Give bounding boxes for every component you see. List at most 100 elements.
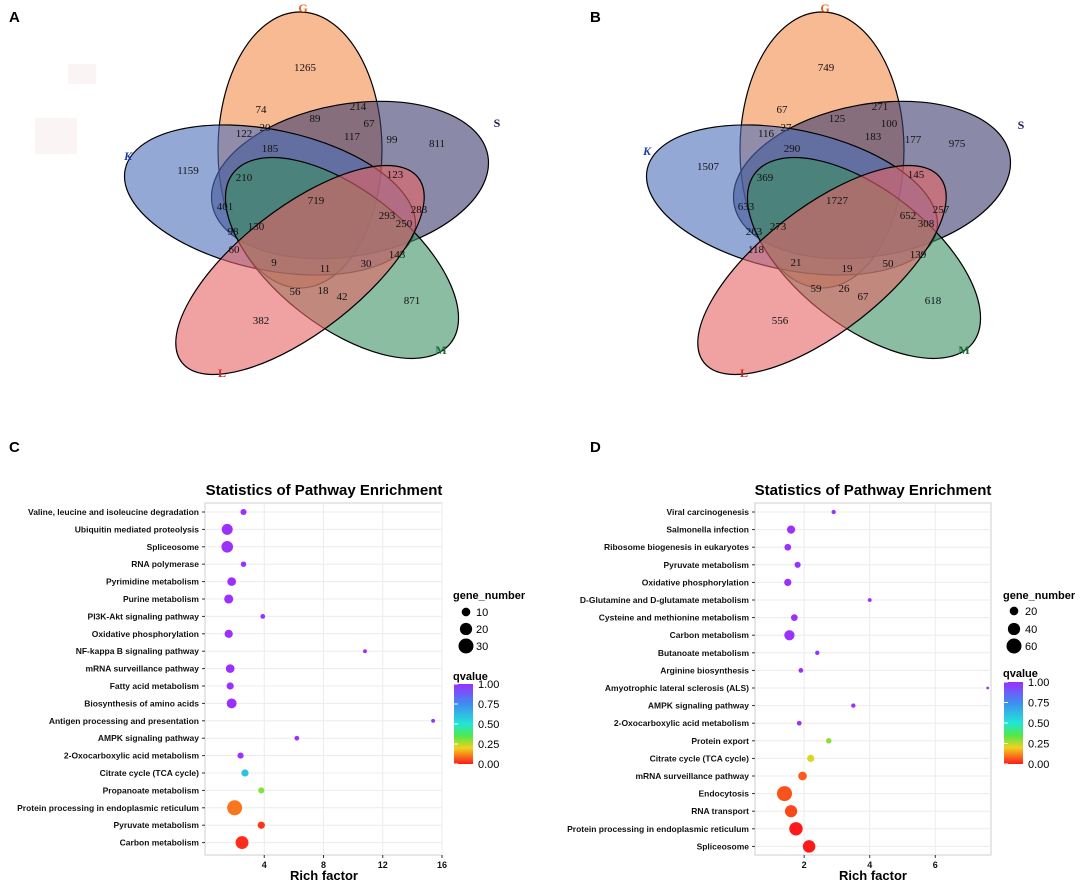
venn-a-blemish [35,118,77,154]
venn-a-label-g: G [298,1,307,15]
venn-b-count: 100 [881,118,898,130]
data-point [227,800,243,816]
venn-a-blemish [68,64,96,84]
y-tick-label: Carbon metabolism [670,630,750,640]
panel-label-d: D [590,439,601,456]
venn-a-count: 143 [389,249,406,261]
venn-a-count: 123 [387,169,404,181]
y-axis-labels: Valine, leucine and isoleucine degradati… [17,507,205,848]
color-legend-label: 0.25 [478,739,499,751]
venn-a-count: 42 [337,291,348,303]
size-legend-label: 40 [1025,624,1037,636]
y-tick-label: Valine, leucine and isoleucine degradati… [28,507,199,517]
color-legend-label: 1.00 [1028,677,1049,689]
venn-a-label-l: L [218,366,226,380]
size-legend-label: 60 [1025,641,1037,653]
data-point [240,561,247,567]
x-tick-label: 16 [437,860,447,870]
venn-b-count: 19 [842,263,854,275]
venn-a-label-m: M [435,343,446,357]
y-tick-label: 2-Oxocarboxylic acid metabolism [64,751,200,761]
venn-a-count: 20 [260,122,272,134]
venn-a-count: 30 [361,258,373,270]
size-legend-dot [461,607,471,617]
data-point [798,771,807,781]
y-tick-label: Salmonella infection [666,525,749,535]
x-tick-label: 4 [867,860,872,870]
panel-label-c: C [9,439,20,456]
data-point [784,805,798,818]
venn-a-count: 214 [350,101,367,113]
venn-b-count: 369 [757,172,774,184]
venn-a-count: 98 [228,226,240,238]
color-legend-label: 0.00 [478,759,499,771]
venn-a-count: 719 [308,195,325,207]
venn-b-count: 271 [872,101,889,113]
venn-a-count: 74 [256,104,268,116]
y-tick-label: Spliceosome [147,542,200,552]
venn-a-count: 67 [364,118,376,130]
venn-b-count: 273 [770,221,787,233]
y-tick-label: Purine metabolism [123,594,199,604]
y-tick-label: Pyruvate metabolism [113,820,199,830]
y-tick-label: Protein export [691,736,749,746]
y-tick-label: Viral carcinogenesis [666,507,749,517]
data-point [224,594,234,604]
venn-a-count: 283 [411,204,428,216]
venn-b-count: 1507 [697,161,720,173]
y-tick-label: Protein processing in endoplasmic reticu… [17,803,199,813]
y-tick-label: Amyotrophic lateral sclerosis (ALS) [605,683,749,693]
data-point [224,629,233,638]
venn-b-count: 26 [839,283,851,295]
enrichment-chart-c: Statistics of Pathway Enrichment Valine,… [17,482,526,883]
color-legend-title: qvalue [453,671,488,683]
size-legend-dot [1007,622,1021,636]
y-tick-label: AMPK signaling pathway [648,701,749,711]
venn-b-label-g: G [820,1,829,15]
x-tick-label: 12 [378,860,388,870]
y-tick-label: Pyruvate metabolism [663,560,749,570]
data-point [784,543,792,551]
venn-a: G S M L K 1265 811 871 382 1159 74 214 1… [35,1,501,380]
venn-a-count: 1265 [294,62,317,74]
color-legend-label: 0.75 [1028,698,1049,710]
venn-a-count: 56 [290,286,302,298]
y-tick-label: D-Glutamine and D-glutamate metabolism [580,595,750,605]
color-bar [454,684,473,764]
data-point [241,769,249,777]
venn-b-count: 125 [829,113,846,125]
venn-b-label-k: K [642,144,652,158]
size-legend-dot [1009,606,1019,616]
venn-b-count: 652 [900,210,917,222]
color-legend-label: 0.75 [478,699,499,711]
data-points [777,509,990,853]
y-tick-label: AMPK signaling pathway [98,733,199,743]
venn-a-label-s: S [494,116,501,130]
size-legend-title: gene_number [1003,590,1076,602]
color-legend: 1.00 0.75 0.50 0.25 0.00 [454,679,499,771]
y-tick-label: Cysteine and methionine metabolism [599,613,750,623]
data-point [235,836,249,850]
legend: gene_number 10 20 30 qvalue 1.00 0.75 0.50 0.… [453,590,526,771]
data-point [986,686,990,690]
venn-a-count: 89 [310,113,322,125]
size-legend-dot [458,638,474,654]
venn-a-count: 293 [379,210,396,222]
color-legend-label: 0.50 [1028,718,1049,730]
data-point [777,786,792,802]
y-tick-label: Citrate cycle (TCA cycle) [650,753,750,763]
color-legend-label: 1.00 [478,679,499,691]
venn-a-count: 382 [253,315,270,327]
y-tick-label: RNA polymerase [131,559,199,569]
venn-a-ellipse-l [175,164,425,376]
data-point [826,738,832,744]
y-tick-label: Pyrimidine metabolism [106,577,199,587]
data-point [225,664,235,673]
venn-a-count: 122 [236,128,253,140]
x-axis-title: Rich factor [290,868,358,883]
y-axis-labels: Viral carcinogenesis Salmonella infection… [567,507,755,851]
venn-b-count: 118 [748,244,765,256]
data-point [794,561,801,568]
venn-b-count: 263 [746,226,763,238]
venn-a-count: 60 [229,244,241,256]
